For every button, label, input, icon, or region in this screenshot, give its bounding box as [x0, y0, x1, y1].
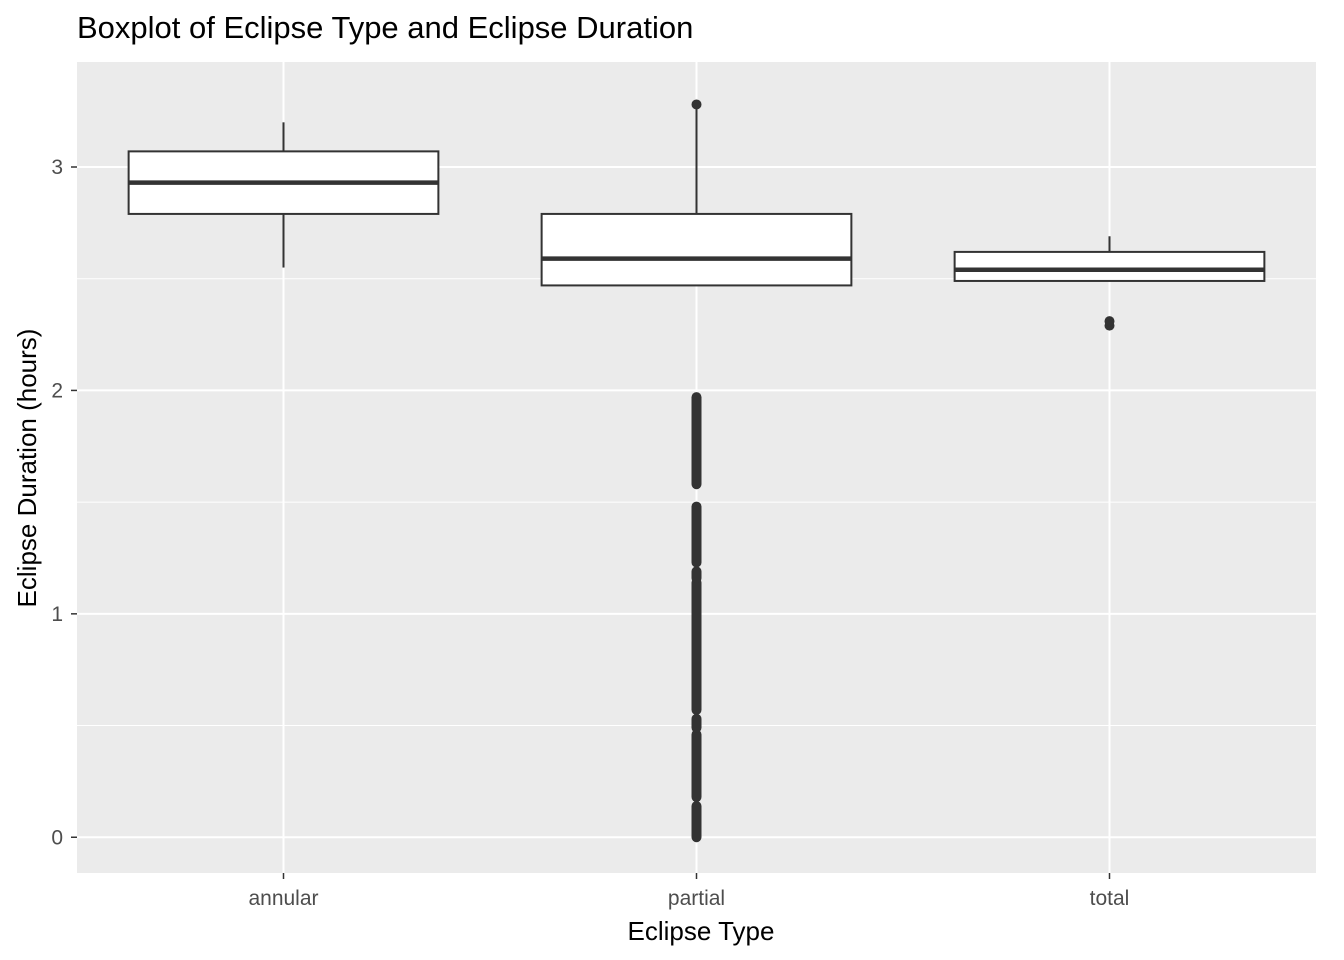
box-iqr [953, 250, 1266, 282]
y-tick-label: 0 [51, 826, 63, 849]
box-iqr [540, 212, 853, 287]
outlier-cluster [691, 566, 702, 584]
y-tick-label: 2 [51, 379, 63, 402]
y-axis-title: Eclipse Duration (hours) [12, 329, 42, 608]
y-tick-label: 3 [51, 156, 63, 179]
box-annular [127, 122, 440, 268]
outlier-cluster [691, 577, 702, 715]
x-tick-label: annular [248, 887, 318, 910]
outlier-cluster [691, 501, 702, 568]
outlier-point [691, 99, 702, 110]
x-tick-label: partial [668, 887, 725, 910]
boxes-layer [127, 99, 1266, 843]
outlier-cluster [691, 713, 702, 733]
outlier-point [1104, 316, 1115, 327]
box-partial [540, 99, 853, 843]
x-tick-label: total [1090, 887, 1130, 910]
y-tick-label: 1 [51, 603, 63, 626]
chart-title: Boxplot of Eclipse Type and Eclipse Dura… [77, 10, 694, 45]
axes: 0 1 2 3 annular partial total [51, 156, 1129, 910]
box-total [953, 236, 1266, 331]
x-axis-title: Eclipse Type [628, 916, 775, 946]
outlier-cluster [691, 729, 702, 803]
outlier-cluster [691, 392, 702, 490]
outlier-cluster [691, 800, 702, 843]
